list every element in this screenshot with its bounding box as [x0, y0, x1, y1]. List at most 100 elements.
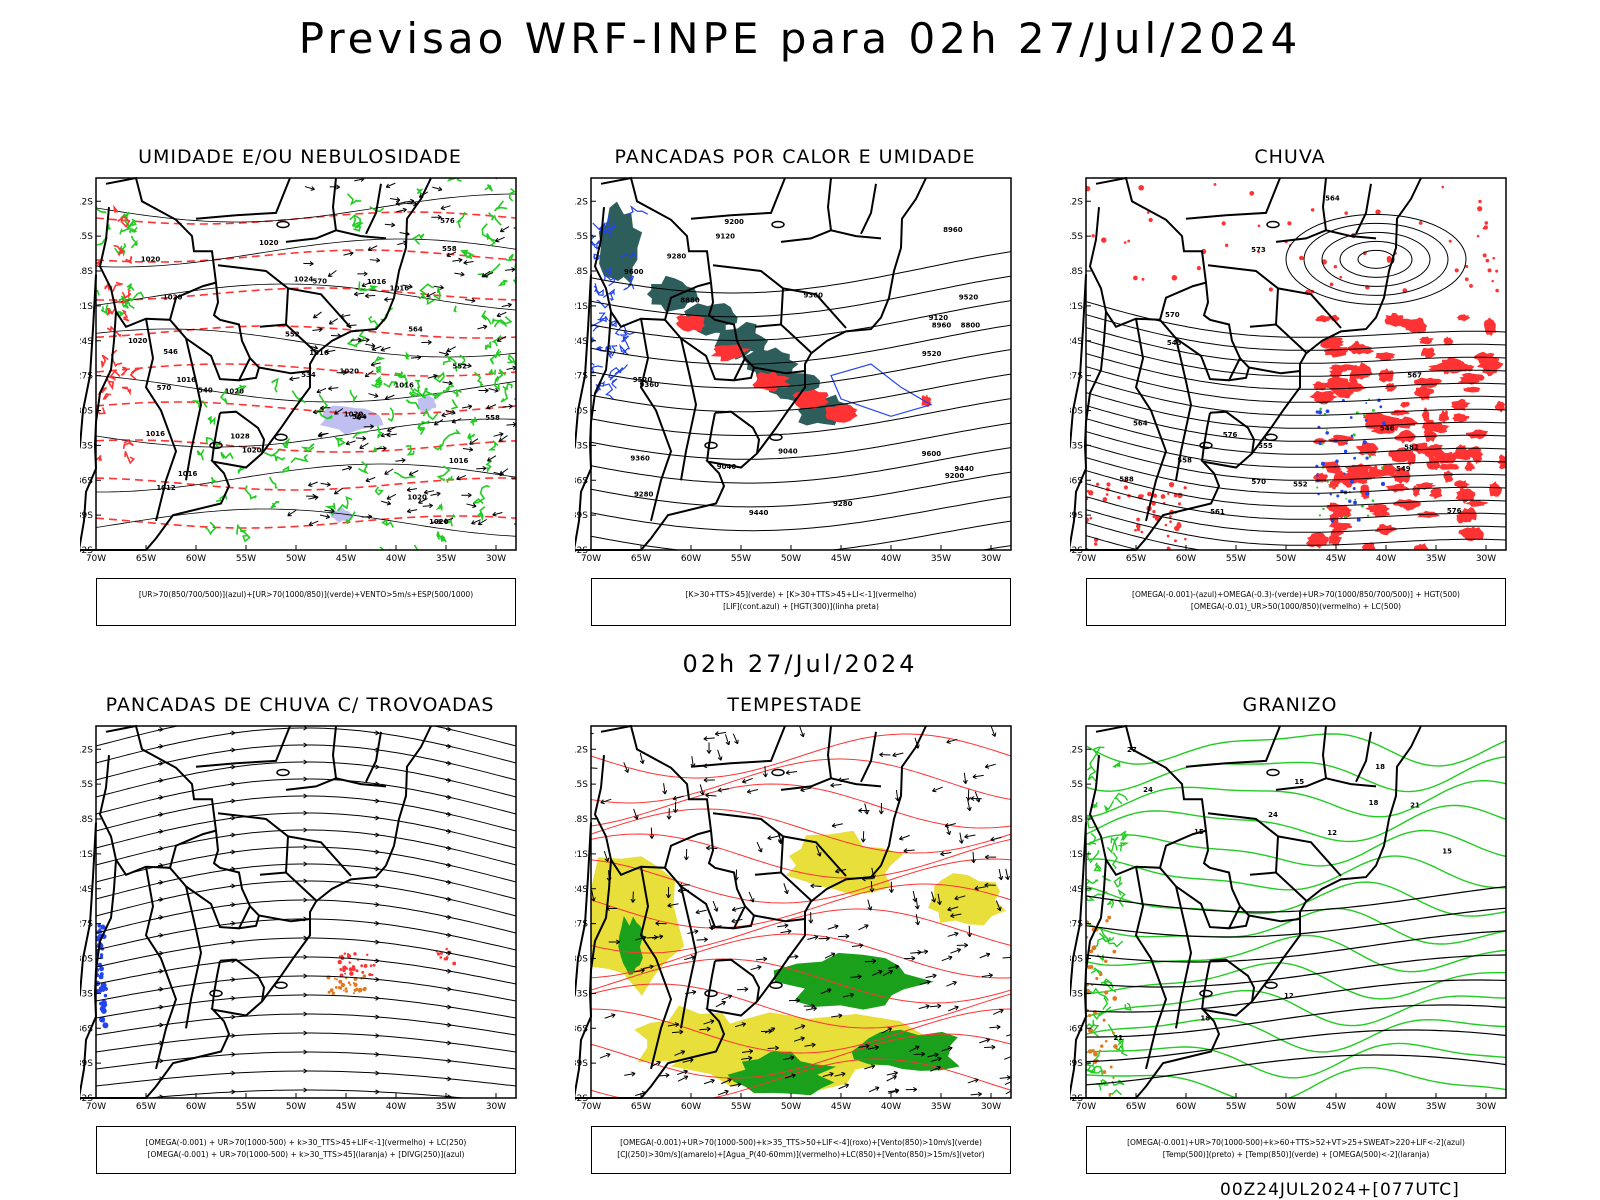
thickness-contour [121, 386, 132, 396]
state-border [1185, 725, 1281, 768]
storm-area-red [343, 952, 347, 955]
state-border [1201, 412, 1211, 462]
wind-vector [981, 974, 993, 978]
rain-area-red [1148, 217, 1153, 223]
rain-area-red [1483, 317, 1496, 336]
wind-vector [950, 913, 955, 918]
thickness-contour [113, 298, 128, 305]
lon-label: 35W [931, 1102, 951, 1112]
wind-vector [387, 427, 392, 432]
main-title: Previsao WRF-INPE para 02h 27/Jul/2024 [298, 14, 1302, 63]
rain-area-red [1411, 485, 1421, 497]
humidity-area-green [491, 335, 502, 347]
streamline-arrow [375, 832, 380, 838]
humidity-area-green [473, 371, 484, 388]
state-border [1321, 725, 1327, 779]
state-border [217, 264, 290, 325]
wind-vector [868, 1086, 880, 1093]
streamline-arrow [447, 950, 452, 956]
wind-vector [915, 921, 921, 926]
wind-vector [857, 974, 862, 980]
rain-area-red [1168, 481, 1175, 488]
temperature-850-contour [1100, 978, 1114, 989]
streamline-arrow [375, 1051, 380, 1057]
contour-label: 9600 [922, 450, 942, 458]
omega-area-orange [1098, 1049, 1102, 1052]
omega-area-green [1368, 398, 1370, 401]
wind-vector [452, 259, 463, 262]
thickness-contour [124, 450, 136, 465]
humidity-area-green [282, 437, 291, 449]
omega-area-green [1332, 486, 1335, 489]
lif-contour [622, 335, 630, 343]
wind-vector [477, 520, 483, 526]
lon-label: 60W [186, 554, 206, 564]
wind-vector [970, 796, 975, 802]
wind-vector [931, 891, 936, 903]
streamline-arrow [447, 896, 452, 902]
wind-vector [909, 1045, 920, 1052]
streamline-arrow [231, 849, 236, 855]
wind-vector [334, 408, 344, 415]
temperature-850-contour [1086, 1066, 1506, 1098]
streamline [96, 956, 516, 985]
lat-label: 21S [575, 302, 588, 312]
wind-vector [731, 906, 737, 912]
storm-area-orange [343, 989, 345, 992]
storm-area-red [368, 972, 372, 977]
temperature-500-contour [1086, 1029, 1506, 1063]
wind-vector [623, 762, 629, 773]
temperature-850-contour [1100, 926, 1115, 941]
thickness-contour [108, 370, 121, 381]
lon-label: 45W [336, 1102, 356, 1112]
panel-legend: [UR>70(850/700/500)](azul)+[UR>70(1000/8… [96, 578, 516, 626]
geopotential-contour [591, 471, 1011, 508]
wind-vector [691, 756, 694, 768]
temperature-850-contour [1086, 989, 1506, 1027]
rain-area-red [1456, 314, 1471, 322]
wind-vector [354, 292, 365, 295]
wind-vector [454, 272, 465, 276]
wind-vector [824, 952, 836, 959]
wind-vector [757, 965, 762, 970]
streamline-arrow [303, 1011, 308, 1017]
omega-area-green [1345, 498, 1347, 500]
divergence-area-blue [99, 972, 104, 977]
lat-label: 27S [575, 920, 588, 930]
humidity-area-green [216, 493, 228, 503]
wind-vector [441, 412, 446, 418]
state-border [782, 835, 847, 877]
lon-label: 40W [881, 1102, 901, 1112]
state-border [1228, 357, 1251, 382]
humidity-area-green [453, 305, 457, 313]
wind-vector [784, 1074, 796, 1079]
geopotential-contour [1086, 418, 1506, 455]
state-border [211, 960, 221, 1010]
wind-vector [310, 186, 315, 191]
lon-label: 45W [336, 554, 356, 564]
rain-area-red [1438, 409, 1450, 423]
wind-vector [446, 347, 451, 353]
temperature-850-contour [1106, 898, 1115, 909]
geopotential-contour [1357, 249, 1395, 269]
state-border [285, 229, 387, 243]
rain-area-red [1367, 464, 1379, 479]
wind-vector [324, 509, 335, 512]
lon-label: 35W [1426, 554, 1446, 564]
wind-vector [948, 1006, 959, 1012]
lon-label: 65W [136, 554, 156, 564]
humidity-area-green [374, 486, 384, 496]
temperature-850-contour [1118, 842, 1130, 852]
humidity-area-green [421, 387, 429, 399]
wind-vector [451, 409, 456, 415]
wind-vector [860, 838, 866, 843]
wind-vector [448, 380, 453, 386]
omega-area-orange [1087, 1049, 1093, 1054]
pressure-contour [96, 375, 516, 403]
rain-area-red [1176, 523, 1182, 529]
geopotential-contour [1086, 340, 1506, 377]
wind-vector [658, 1074, 670, 1077]
wind-vector [380, 346, 391, 351]
wind-vector [954, 1005, 959, 1011]
wind-vector [395, 201, 406, 205]
